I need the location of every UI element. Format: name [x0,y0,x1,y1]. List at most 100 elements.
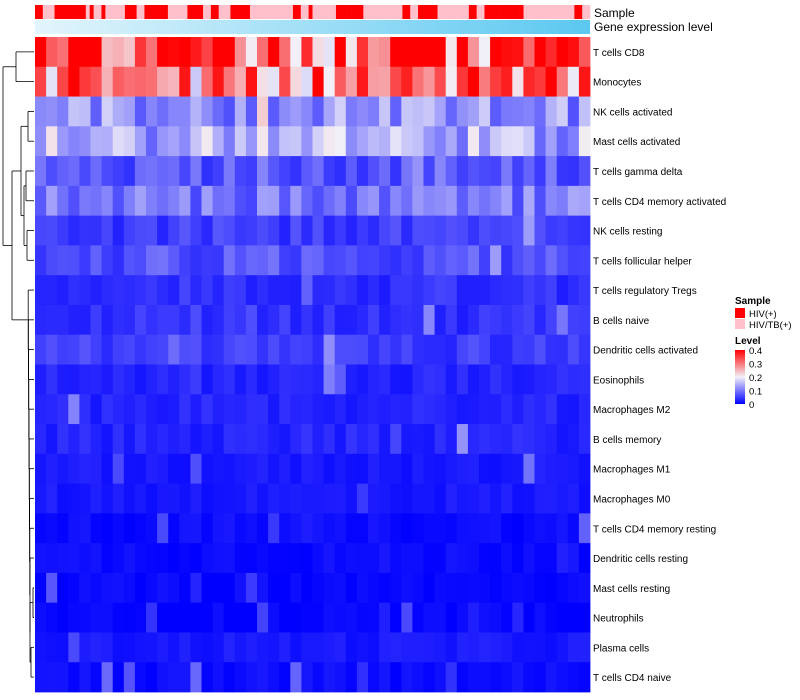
heatmap-cell [35,37,47,68]
heatmap-cell [101,662,114,693]
heatmap-cell [290,483,302,514]
heatmap-cell [179,215,191,246]
heatmap-cell [401,364,413,395]
heatmap-cell [490,483,502,514]
sample-annotation-cell [515,5,520,19]
heatmap-cell [567,513,580,544]
heatmap-cell [312,304,324,336]
heatmap-cell [534,513,546,544]
heatmap-cell [578,602,591,633]
heatmap-cell [245,156,258,187]
heatmap-cell [490,543,502,574]
heatmap-cell [434,632,447,663]
heatmap-cell [168,334,180,365]
heatmap-cell [479,126,491,157]
sample-annotation-cell [97,5,102,19]
sample-annotation-cell [371,5,376,19]
heatmap-cell [90,156,102,187]
heatmap-cell [345,275,358,306]
heatmap-cell [279,156,291,187]
heatmap-cell [490,185,502,217]
sample-annotation-cell [480,5,485,19]
heatmap-cell [567,126,580,157]
heatmap-cell [523,483,535,514]
heatmap-cell [423,126,435,157]
heatmap-cell [245,66,258,97]
heatmap-cell [290,275,302,306]
heatmap-cell [212,424,225,455]
heatmap-cell [201,215,213,246]
sample-annotation-cell [335,5,341,19]
sample-annotation-cell [375,5,380,19]
heatmap-cell [134,543,147,574]
heatmap-cell [290,662,302,693]
heatmap-cell [456,126,469,157]
heatmap-cell [401,662,413,693]
heatmap-cell [445,66,458,97]
heatmap-cell [490,394,502,425]
heatmap-cell [445,572,458,604]
heatmap-cell [46,364,58,395]
heatmap-cell [467,662,480,693]
heatmap-cell [79,215,91,246]
heatmap-cell [379,126,391,157]
heatmap-cell [434,66,447,97]
sample-annotation-cell [406,5,411,19]
heatmap-cell [212,513,225,544]
heatmap-cell [268,513,280,544]
heatmap-cell [501,602,513,633]
sample-annotation-cell [464,5,470,19]
heatmap-cell [257,364,269,395]
heatmap-cell [312,156,324,187]
heatmap-cell [512,572,524,604]
heatmap-cell [379,245,391,276]
heatmap-cell [301,156,313,187]
heatmap-cell [467,453,480,484]
heatmap-cell [190,185,202,217]
heatmap-cell [534,394,546,425]
legend-color-bar [735,350,745,404]
heatmap-cell [146,304,158,336]
heatmap-cell [245,483,258,514]
heatmap-cell [501,156,513,187]
heatmap-cell [501,96,513,127]
heatmap-cell [190,126,202,157]
heatmap-cell [168,513,180,544]
heatmap-cell [290,632,302,663]
heatmap-cell [501,37,513,68]
heatmap-cell [379,37,391,68]
heatmap-cell [35,483,47,514]
heatmap-cell [223,37,236,68]
heatmap-cell [179,96,191,127]
heatmap-cell [412,334,424,365]
sample-annotation-cell [453,5,458,19]
heatmap-cell [157,602,169,633]
heatmap-cell [146,126,158,157]
heatmap-cell [146,394,158,425]
heatmap-cell [157,185,169,217]
heatmap-cell [146,215,158,246]
heatmap-cell [112,37,125,68]
heatmap-cell [101,334,114,365]
heatmap-cell [68,245,80,276]
heatmap-cell [401,513,413,544]
heatmap-cell [523,96,535,127]
heatmap-cell [90,215,102,246]
heatmap-cell [412,662,424,693]
heatmap-cell [423,602,435,633]
heatmap-cell [179,185,191,217]
heatmap-cell [168,364,180,395]
row-label: Macrophages M2 [593,405,671,416]
heatmap-cell [434,245,447,276]
heatmap-cell [123,662,136,693]
heatmap-cell [556,275,569,306]
heatmap-cell [90,424,102,455]
heatmap-cell [57,602,69,633]
heatmap-cell [479,275,491,306]
sample-annotation-cell [339,5,345,19]
heatmap-cell [556,245,569,276]
heatmap-cell [35,275,47,306]
sample-annotation-cell [296,5,302,19]
heatmap-cell [567,215,580,246]
heatmap-cell [434,453,447,484]
